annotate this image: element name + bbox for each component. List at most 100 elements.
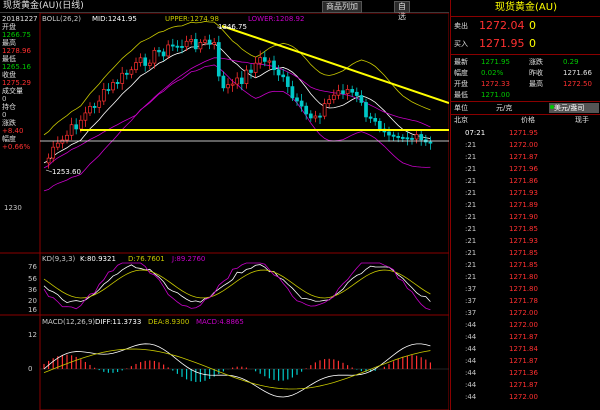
tick-row: :21 1271.96 [451, 163, 600, 175]
candle-body [198, 42, 203, 50]
tick-price: 1271.80 [509, 285, 538, 293]
tick-price: 1271.87 [509, 333, 538, 341]
unit-tab-ounce[interactable]: 美元/盎司 [554, 104, 585, 112]
add-product-button[interactable]: 商品列加 [322, 1, 362, 13]
buy-price: 1271.95 [479, 37, 525, 50]
quote-stat-row: 最低 1271.00 [451, 90, 600, 102]
tick-row: 07:21 1271.95 [451, 127, 600, 139]
tick-row: :21 1271.85 [451, 247, 600, 259]
candle-body [97, 100, 102, 108]
bar-info-value: 1275.29 [2, 79, 31, 87]
candle-body [193, 39, 198, 50]
tick-time: :44 [465, 345, 477, 353]
bar-info-value: +8.40 [2, 127, 24, 135]
candle-body [101, 89, 106, 102]
tick-price: 1271.84 [509, 345, 538, 353]
candle-body [55, 142, 60, 148]
price-chart[interactable]: BOLL(26,2) MID:1241.95 UPPER:1274.98 LOW… [0, 13, 449, 410]
macd-axis-label: 12 [28, 331, 37, 339]
candle-body [115, 82, 120, 84]
chart-title-bar: 现货黄金(AU)(日线) 商品列加 自选 [0, 0, 449, 21]
kdj-axis-label: 36 [28, 286, 37, 294]
bar-info-value: 0 [2, 95, 7, 103]
watchlist-button[interactable]: 自选 [394, 1, 410, 21]
bar-info-label: 幅度 [2, 135, 16, 143]
candle-body [239, 77, 244, 85]
macd-diff-line [43, 343, 431, 398]
kdj-legend-k: K:80.9321 [80, 255, 116, 263]
tick-time: :21 [465, 189, 477, 197]
candle-body [203, 39, 207, 43]
candle-body [74, 124, 79, 130]
tick-price: 1271.95 [509, 129, 538, 137]
tick-time: :44 [465, 333, 477, 341]
candle-body [258, 57, 263, 64]
candle-body [92, 105, 97, 108]
candle-body [120, 72, 125, 84]
tick-price: 1271.85 [509, 225, 538, 233]
tick-row: :21 1271.80 [451, 271, 600, 283]
tick-time: :21 [465, 261, 477, 269]
candle-body [400, 136, 405, 139]
candle-body [364, 102, 368, 118]
candle-body [134, 62, 138, 71]
buy-label: 买入 [454, 40, 468, 48]
tick-time: :21 [465, 249, 477, 257]
tick-price: 1271.90 [509, 213, 538, 221]
candle-body [354, 91, 359, 96]
candle-body [235, 77, 240, 85]
bar-info-label: 最高 [2, 39, 16, 47]
bar-info-value: 1265.16 [2, 63, 31, 71]
kdj-k-line [43, 264, 431, 304]
tick-time: :21 [465, 177, 477, 185]
candle-body [391, 134, 396, 137]
tick-time: :21 [465, 237, 477, 245]
tick-time: :44 [465, 369, 477, 377]
candle-body [262, 57, 267, 62]
tick-time: :21 [465, 213, 477, 221]
tick-row: :44 1271.87 [451, 355, 600, 367]
tick-price: 1271.80 [509, 273, 538, 281]
candle-body [405, 137, 410, 140]
unit-tab-gram[interactable]: 元/克 [496, 104, 513, 112]
candle-body [147, 62, 152, 66]
candle-body [368, 116, 373, 119]
tick-price: 1271.93 [509, 189, 538, 197]
candle-body [111, 82, 115, 91]
candle-body [226, 84, 230, 89]
candle-body [69, 124, 74, 136]
tick-row: :21 1271.86 [451, 175, 600, 187]
candle-body [161, 51, 166, 57]
kdj-axis-label: 56 [28, 275, 37, 283]
buy-volume: 0 [529, 37, 536, 50]
stat-label: 最新 [454, 58, 468, 66]
tick-price: 1271.87 [509, 357, 538, 365]
bar-info-label: 成交量 [2, 87, 23, 95]
candle-body [189, 39, 194, 42]
tick-price: 1271.87 [509, 153, 538, 161]
candle-body [341, 90, 345, 94]
tick-row: :44 1271.36 [451, 367, 600, 379]
macd-legend-dea: DEA:8.9300 [148, 318, 189, 326]
candle-body [216, 42, 221, 77]
boll-legend-lower: LOWER:1208.92 [248, 15, 304, 23]
stat-value: 1272.50 [563, 80, 592, 88]
tick-time: :21 [465, 225, 477, 233]
tick-time: :21 [465, 165, 477, 173]
tick-row: :37 1271.78 [451, 295, 600, 307]
macd-dea-line [43, 348, 431, 390]
tick-price: 1272.00 [509, 393, 538, 401]
stat-label: 昨收 [529, 69, 543, 77]
tick-price: 1271.93 [509, 237, 538, 245]
candle-body [129, 69, 134, 75]
stat-value: 0.02% [481, 69, 504, 77]
candle-body [299, 100, 304, 107]
tick-time: :44 [465, 381, 477, 389]
candle-body [359, 95, 364, 103]
candle-body [106, 89, 111, 91]
tick-row: :21 1271.85 [451, 259, 600, 271]
candle-body [373, 118, 378, 122]
candle-body [272, 60, 276, 71]
candle-body [180, 46, 184, 48]
candle-body [253, 62, 258, 73]
